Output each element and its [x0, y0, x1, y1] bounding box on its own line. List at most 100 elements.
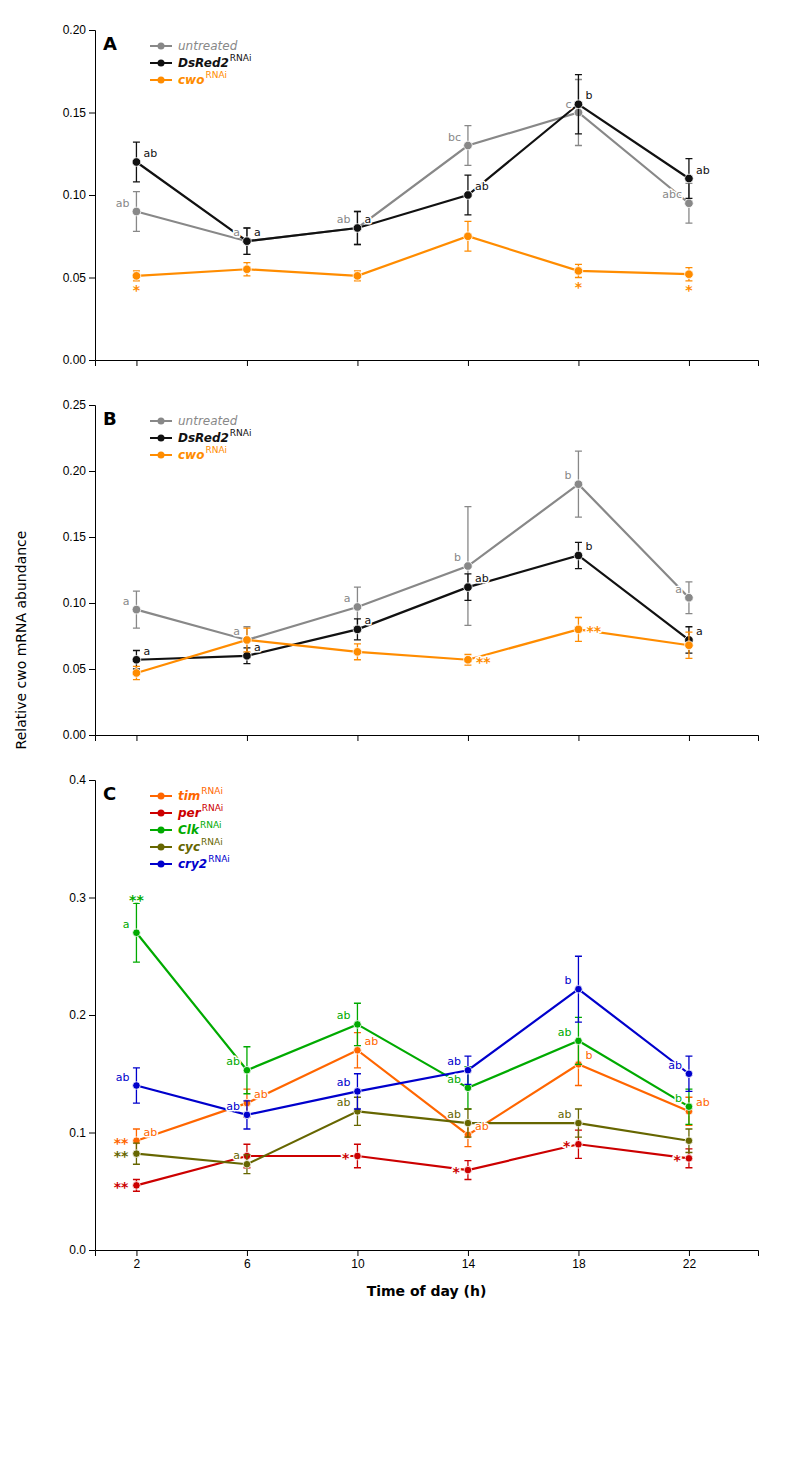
point: [685, 641, 694, 650]
y-tick-mark: [89, 735, 95, 736]
significance-mark: **: [476, 654, 491, 670]
series: [132, 221, 693, 280]
x-axis: [96, 360, 759, 366]
x-tick: [468, 735, 469, 741]
x-tick-mark: [578, 735, 579, 741]
error-bar: [685, 582, 692, 614]
error-bar: [354, 271, 361, 281]
point: [685, 199, 694, 208]
error-bar: [133, 192, 140, 232]
x-axis-line: [96, 1251, 759, 1257]
significance-mark: *: [133, 282, 141, 298]
error-bar: [575, 618, 582, 642]
legend: timRNAiperRNAiClkRNAicycRNAicry2RNAi: [150, 786, 230, 871]
x-tick: 2: [134, 1250, 141, 1271]
stat-label: a: [675, 583, 682, 596]
y-tick-label: 0.1: [69, 1126, 86, 1140]
stat-label: ab: [143, 147, 157, 160]
y-axis-line: [89, 781, 96, 1251]
point: [354, 1088, 362, 1096]
x-tick: 6: [244, 1250, 251, 1271]
y-tick-label: 0.20: [63, 464, 87, 478]
x-tick: 22: [683, 1250, 697, 1271]
point: [685, 1137, 693, 1145]
error-bar: [464, 507, 471, 626]
error-bar: [575, 1109, 582, 1137]
point: [354, 1046, 362, 1054]
point: [575, 1140, 583, 1148]
y-axis: 0.000.050.100.150.200.25: [63, 398, 96, 742]
stat-label: ab: [116, 197, 130, 210]
error-bar: [685, 159, 692, 199]
stat-label: ab: [447, 1073, 461, 1086]
legend-label-superscript: RNAi: [205, 445, 227, 455]
plot-area: [132, 451, 693, 679]
point: [575, 1119, 583, 1127]
stat-label: b: [564, 469, 571, 482]
point: [464, 562, 473, 571]
x-tick-mark: [689, 735, 690, 741]
annotations: ababababbab********aababababb**aababab**…: [103, 783, 710, 1195]
legend-label-superscript: RNAi: [208, 854, 230, 864]
x-tick-mark: [357, 1250, 358, 1256]
legend-label: per: [177, 806, 202, 820]
error-bar: [464, 1056, 471, 1084]
legend: untreatedDsRed2RNAicwoRNAi: [150, 39, 251, 87]
legend-label: DsRed2: [178, 431, 229, 445]
error-bar: [575, 451, 582, 517]
point: [464, 141, 473, 150]
plot-area: [132, 75, 693, 281]
error-bar: [243, 1155, 250, 1174]
series-line: [136, 1144, 689, 1185]
point: [464, 1066, 472, 1074]
stat-label: ab: [558, 1108, 572, 1121]
stat-label: ab: [337, 1076, 351, 1089]
legend-marker: [158, 793, 165, 800]
x-axis: 2610141822: [96, 1250, 759, 1271]
x-tick: [689, 360, 690, 366]
legend-label-superscript: RNAi: [205, 70, 227, 80]
series: [133, 1033, 693, 1153]
error-bar: [464, 1067, 471, 1109]
stat-label: ab: [447, 1108, 461, 1121]
y-tick-mark: [89, 195, 95, 196]
y-tick-mark: [89, 30, 95, 31]
y-axis-title: Relative cwo mRNA abundance: [13, 531, 29, 750]
point: [133, 929, 141, 937]
x-tick-mark: [136, 360, 137, 366]
x-tick-label: 22: [683, 1257, 697, 1271]
error-bar: [133, 903, 140, 962]
error-bar: [243, 263, 250, 276]
y-tick-label: 0.25: [63, 398, 87, 412]
significance-mark: **: [114, 1179, 129, 1195]
error-bar: [133, 666, 140, 679]
series: [132, 618, 693, 680]
y-tick: 0.0: [69, 1243, 95, 1257]
significance-mark: **: [586, 623, 601, 639]
annotations: abaabbccabcabaaabbab***A: [103, 33, 710, 298]
panel: 0.000.050.100.150.200.25aaabbaaaaabba***…: [63, 398, 759, 742]
point: [243, 265, 252, 274]
error-bar: [575, 542, 582, 568]
error-bar: [464, 175, 471, 215]
x-tick: [357, 360, 358, 366]
point: [464, 1166, 472, 1174]
x-tick-mark: [357, 360, 358, 366]
legend-marker: [158, 861, 165, 868]
y-tick: 0.25: [63, 398, 95, 412]
significance-mark: *: [342, 1150, 350, 1166]
legend-label: DsRed2: [178, 56, 229, 70]
point: [353, 272, 362, 281]
legend: untreatedDsRed2RNAicwoRNAi: [150, 414, 251, 462]
y-tick-label: 0.10: [63, 596, 87, 610]
point: [464, 655, 473, 664]
legend-label-superscript: RNAi: [201, 837, 223, 847]
stat-label: ab: [254, 1088, 268, 1101]
error-bar: [685, 268, 692, 281]
y-tick-label: 0.20: [63, 23, 87, 37]
annotations: aaabbaaaaabba****B: [103, 408, 703, 670]
point: [464, 232, 473, 241]
y-tick: 0.00: [63, 728, 95, 742]
x-tick-mark: [468, 360, 469, 366]
y-axis-line: [89, 31, 96, 361]
